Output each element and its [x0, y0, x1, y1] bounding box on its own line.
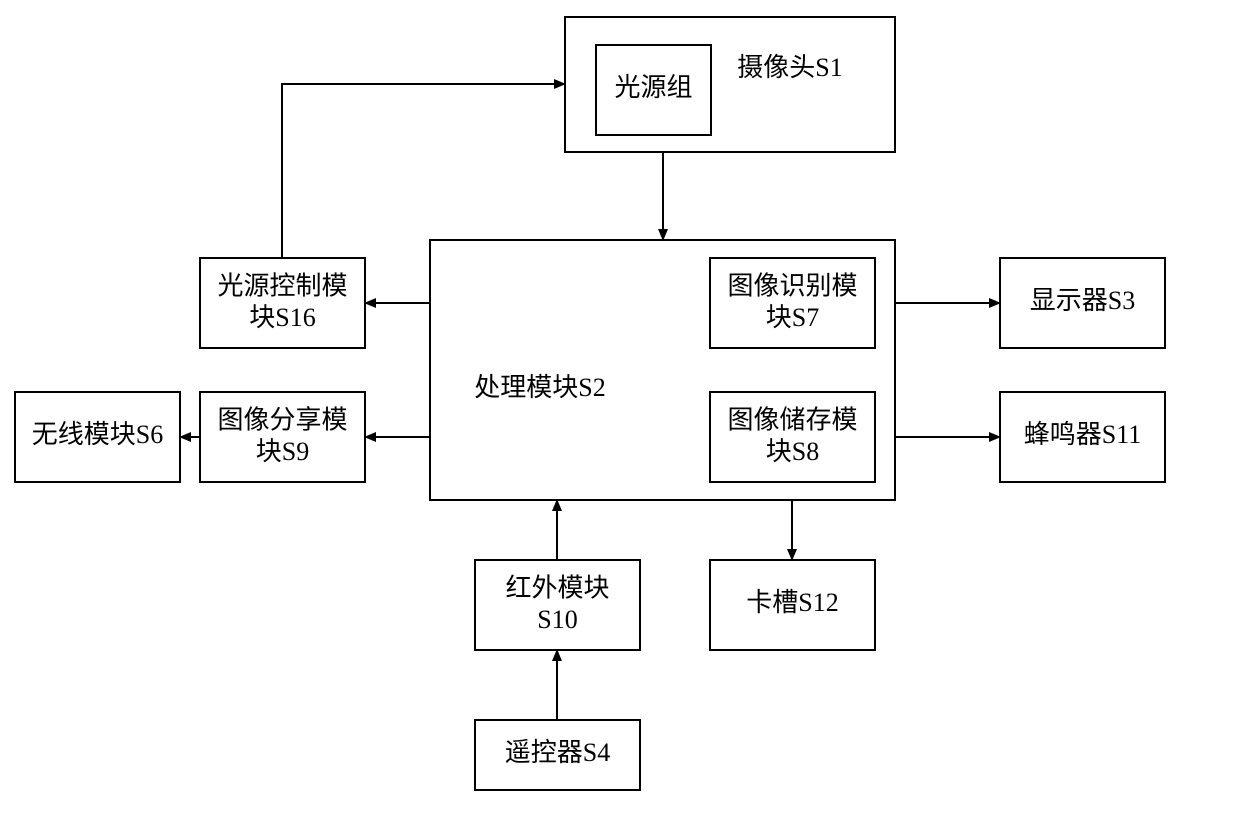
- light-group-label: 光源组: [614, 73, 692, 102]
- wireless-block: 无线模块S6: [15, 392, 180, 482]
- wireless-label: 无线模块S6: [32, 420, 163, 449]
- remote-block: 遥控器S4: [475, 720, 640, 790]
- camera-label: 摄像头S1: [737, 53, 842, 82]
- img-share-block: 图像分享模块S9: [200, 392, 365, 482]
- card-slot-block: 卡槽S12: [710, 560, 875, 650]
- light-ctrl-block: 光源控制模块S16: [200, 258, 365, 348]
- edge-light_ctrl_up_to_light_group: [282, 84, 565, 258]
- buzzer-label: 蜂鸣器S11: [1024, 420, 1142, 449]
- remote-label: 遥控器S4: [505, 738, 610, 767]
- light-group-block: 光源组: [596, 45, 711, 135]
- img-store-block: 图像储存模块S8: [710, 392, 875, 482]
- card-slot-label: 卡槽S12: [746, 588, 838, 617]
- display-label: 显示器S3: [1030, 286, 1135, 315]
- ir-module-block: 红外模块S10: [475, 560, 640, 650]
- buzzer-block: 蜂鸣器S11: [1000, 392, 1165, 482]
- processor-label: 处理模块S2: [474, 373, 605, 402]
- img-recog-block: 图像识别模块S7: [710, 258, 875, 348]
- block-diagram: 摄像头S1 光源组 处理模块S2 图像识别模块S7 图像储存模块S8 光源控制模…: [0, 0, 1240, 829]
- display-block: 显示器S3: [1000, 258, 1165, 348]
